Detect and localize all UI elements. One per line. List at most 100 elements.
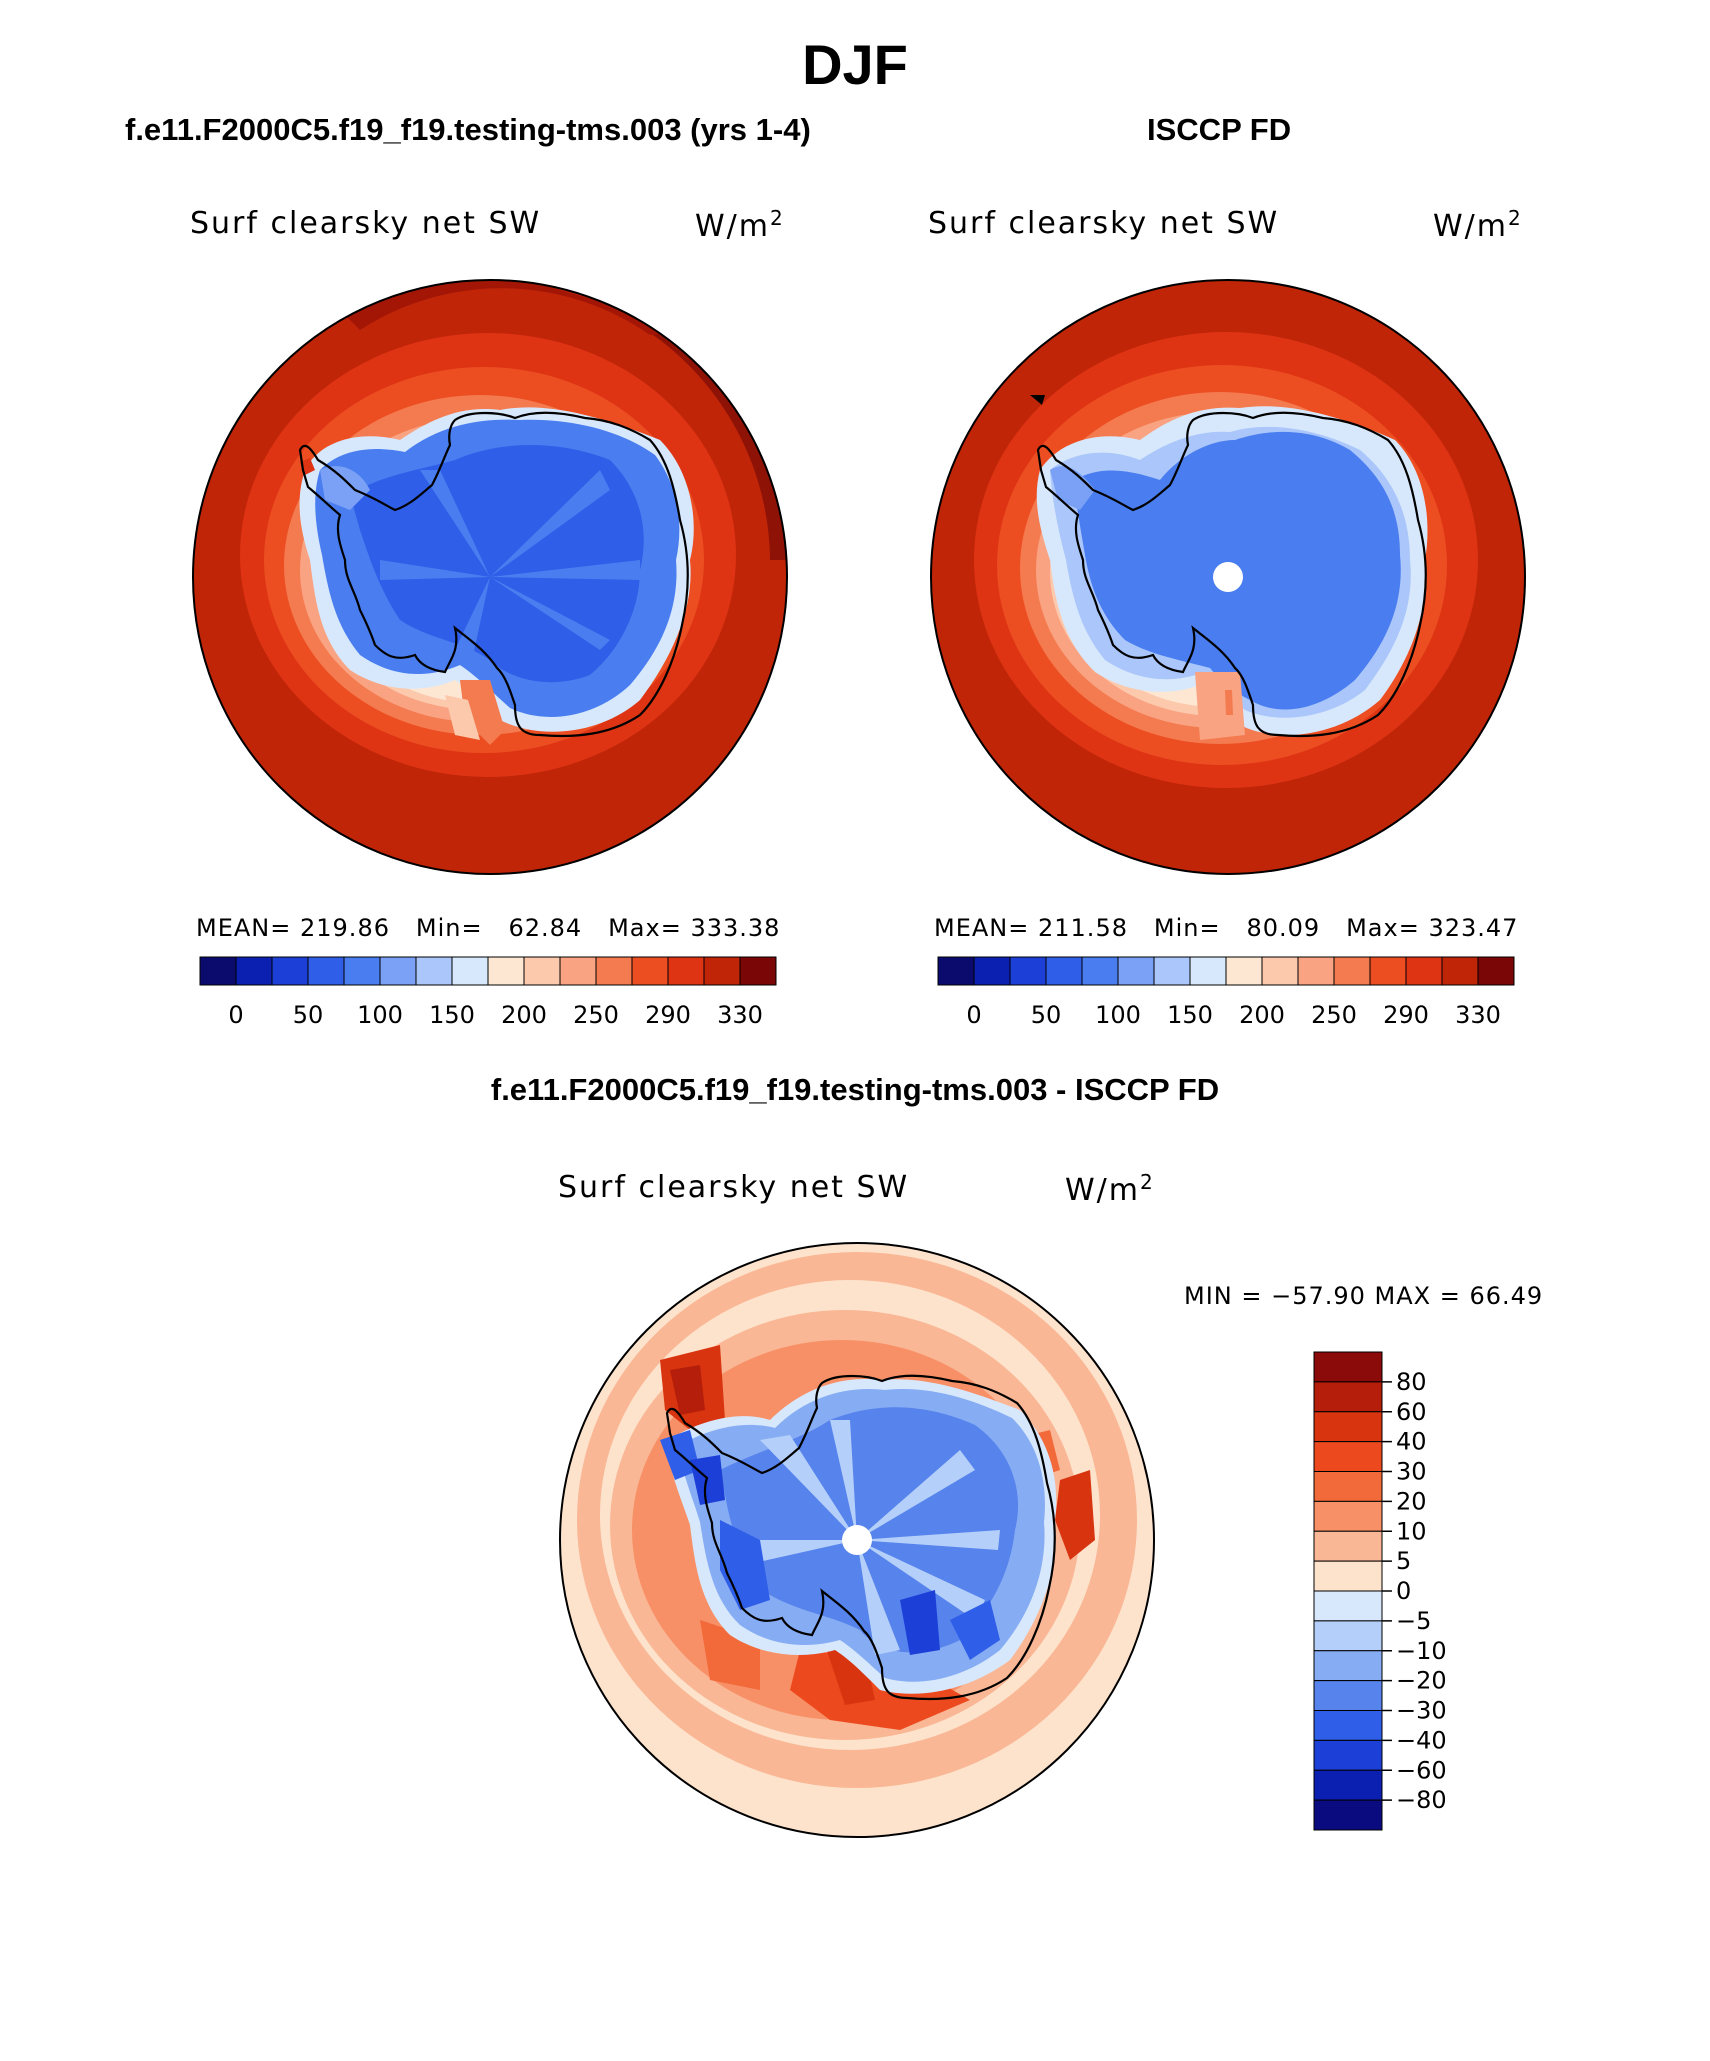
colorbar-diff-swatch [1313,1650,1383,1682]
colorbar-left: 0 50 100 150 200 250 290 330 [199,956,777,1029]
colorbar-diff-tick-label: 0 [1396,1577,1411,1605]
colorbar-left-swatch [739,956,777,986]
colorbar-diff-swatch [1313,1530,1383,1562]
colorbar-left-tick-label: 330 [717,1001,763,1029]
colorbar-right-swatch [1153,956,1191,986]
antarctica-coastline-left [298,411,689,738]
colorbar-left-swatch [271,956,309,986]
colorbar-left-swatch [595,956,633,986]
antarctica-coastline-diff [665,1374,1056,1701]
colorbar-left-swatch [235,956,273,986]
colorbar-left-tick-label: 250 [573,1001,619,1029]
colorbar-right-tick-label: 50 [1031,1001,1062,1029]
colorbar-right-tick-label: 290 [1383,1001,1429,1029]
colorbar-left-tick-label: 50 [293,1001,324,1029]
colorbar-diff-swatch [1313,1710,1383,1741]
colorbar-right-tick-label: 0 [966,1001,981,1029]
colorbar-diff-tick-label: −30 [1396,1697,1447,1725]
panel-left-units: W/m2 [695,206,785,244]
colorbar-left-tick-label: 200 [501,1001,547,1029]
colorbar-left-tick-label: 290 [645,1001,691,1029]
colorbar-diff-tick-label: −40 [1396,1726,1447,1754]
panel-right-title: ISCCP FD [1147,112,1292,147]
colorbar-right-swatch [1369,956,1407,986]
panel-right-stats: MEAN= 211.58 Min= 80.09 Max= 323.47 [934,914,1519,942]
panel-left-title: f.e11.F2000C5.f19_f19.testing-tms.003 (y… [125,112,811,147]
colorbar-diff-tick-label: −5 [1396,1607,1431,1635]
colorbar-diff-tick-label: −10 [1396,1637,1447,1665]
colorbar-right-swatch [1405,956,1443,986]
colorbar-left-tick-label: 100 [357,1001,403,1029]
colorbar-diff-swatch [1313,1381,1383,1413]
colorbar-diff-swatch [1313,1769,1383,1801]
map-panel-diff [560,1243,1154,1837]
colorbar-left-swatch [523,956,561,986]
colorbar-left-swatch [559,956,597,986]
colorbar-diff-tick-label: 30 [1396,1458,1427,1486]
colorbar-diff-swatch [1313,1411,1383,1443]
colorbar-right-swatch [1261,956,1299,986]
colorbar-diff-swatch [1313,1739,1383,1771]
colorbar-right-swatch [1117,956,1155,986]
colorbar-left-swatch [307,956,345,986]
colorbar-diff-swatch [1313,1500,1383,1532]
colorbar-diff-tick-label: −80 [1396,1786,1447,1814]
colorbar-right-tick-label: 200 [1239,1001,1285,1029]
antarctica-coastline-right [1036,411,1427,738]
colorbar-diff-tick-label: 20 [1396,1487,1427,1515]
colorbar-right: 0 50 100 150 200 250 290 330 [937,956,1515,1029]
colorbar-diff-tick-label: 10 [1396,1517,1427,1545]
colorbar-right-swatch [973,956,1011,986]
panel-left-stats: MEAN= 219.86 Min= 62.84 Max= 333.38 [196,914,781,942]
colorbar-left-swatch [415,956,453,986]
colorbar-left-swatch [343,956,381,986]
colorbar-left-tick-label: 150 [429,1001,475,1029]
colorbar-right-swatch [1477,956,1515,986]
colorbar-diff-swatch [1313,1351,1383,1383]
colorbar-left-swatch [199,956,237,986]
colorbar-right-swatch [937,956,975,986]
colorbar-right-swatch [1189,956,1227,986]
colorbar-diff-tick-label: −20 [1396,1667,1447,1695]
colorbar-diff-swatch [1313,1560,1383,1592]
colorbar-right-tick-label: 330 [1455,1001,1501,1029]
colorbar-diff-tick-label: 5 [1396,1547,1411,1575]
colorbar-right-swatch [1081,956,1119,986]
colorbar-right-swatch [1441,956,1479,986]
colorbar-diff-swatch [1313,1441,1383,1472]
colorbar-left-tick-label: 0 [228,1001,243,1029]
figure-title: DJF [802,33,908,96]
panel-diff-minmax: MIN = −57.90 MAX = 66.49 [1184,1282,1544,1310]
panel-diff-units: W/m2 [1065,1170,1155,1208]
colorbar-diff-tick-label: 40 [1396,1428,1427,1456]
colorbar-right-swatch [1009,956,1047,986]
colorbar-right-tick-label: 100 [1095,1001,1141,1029]
colorbar-left-swatch [451,956,489,986]
colorbar-right-tick-label: 150 [1167,1001,1213,1029]
colorbar-diff-tick-label: 60 [1396,1398,1427,1426]
colorbar-diff-swatch [1313,1620,1383,1652]
panel-right-variable: Surf clearsky net SW [928,206,1280,241]
colorbar-left-swatch [667,956,705,986]
colorbar-diff-swatch [1313,1799,1383,1831]
colorbar-right-swatch [1333,956,1371,986]
panel-diff-variable: Surf clearsky net SW [558,1170,910,1205]
panel-left-variable: Surf clearsky net SW [190,206,542,241]
colorbar-right-tick-label: 250 [1311,1001,1357,1029]
colorbar-left-swatch [379,956,417,986]
colorbar-diff-swatch [1313,1590,1383,1622]
colorbar-left-swatch [487,956,525,986]
colorbar-left-swatch [631,956,669,986]
colorbar-left-swatch [703,956,741,986]
panel-diff-title: f.e11.F2000C5.f19_f19.testing-tms.003 - … [490,1072,1220,1107]
colorbar-diff-tick-label: 80 [1396,1368,1427,1396]
colorbar-diff-swatch [1313,1680,1383,1711]
colorbar-right-swatch [1297,956,1335,986]
colorbar-right-swatch [1225,956,1263,986]
colorbar-right-swatch [1045,956,1083,986]
map-panel-left [193,280,787,874]
colorbar-diff-swatch [1313,1471,1383,1502]
colorbar-diff-tick-label: −60 [1396,1756,1447,1784]
